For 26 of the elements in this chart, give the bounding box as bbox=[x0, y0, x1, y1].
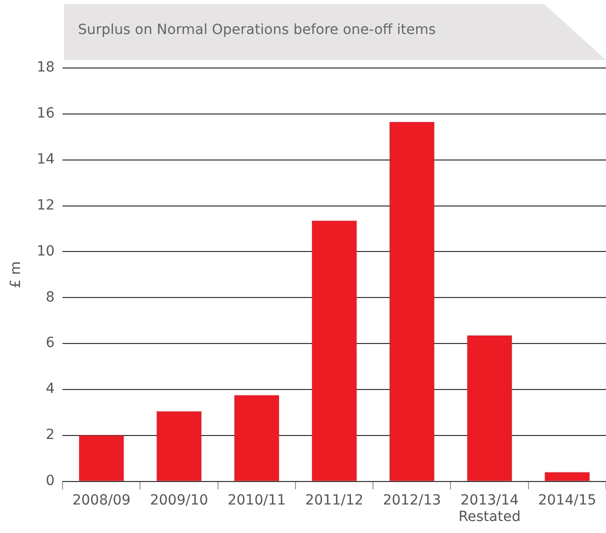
x-tick-label: 2010/11 bbox=[228, 492, 286, 508]
x-tick-label: 2012/13 bbox=[382, 492, 442, 508]
x-tick-label: 2008/09 bbox=[72, 492, 131, 508]
x-tick-label: 2014/15 bbox=[538, 492, 596, 508]
bar bbox=[390, 122, 434, 481]
y-tick-label: 0 bbox=[46, 473, 55, 490]
x-tick-label: 2009/10 bbox=[150, 492, 208, 508]
bar bbox=[467, 336, 512, 481]
bar bbox=[156, 411, 202, 481]
y-tick-label: 8 bbox=[46, 289, 55, 306]
x-tick-label: 2011/12 bbox=[305, 492, 364, 508]
y-tick-label: 2 bbox=[46, 427, 55, 444]
chart-title: Surplus on Normal Operations before one-off items bbox=[78, 22, 436, 38]
y-tick-label: 18 bbox=[36, 60, 55, 76]
bar bbox=[544, 472, 590, 481]
y-tick-label: 4 bbox=[46, 381, 55, 398]
y-tick-label: 12 bbox=[36, 197, 55, 214]
y-tick-label: 14 bbox=[36, 152, 55, 168]
y-tick-label: 10 bbox=[36, 243, 55, 260]
y-tick-label: 6 bbox=[46, 335, 55, 352]
bar bbox=[312, 220, 357, 481]
y-axis-title: £ m bbox=[8, 261, 24, 288]
y-tick-label: 16 bbox=[36, 106, 55, 122]
bar bbox=[79, 435, 124, 481]
bar bbox=[234, 395, 280, 481]
x-tick-label: 2013/14 Restated bbox=[458, 492, 521, 526]
